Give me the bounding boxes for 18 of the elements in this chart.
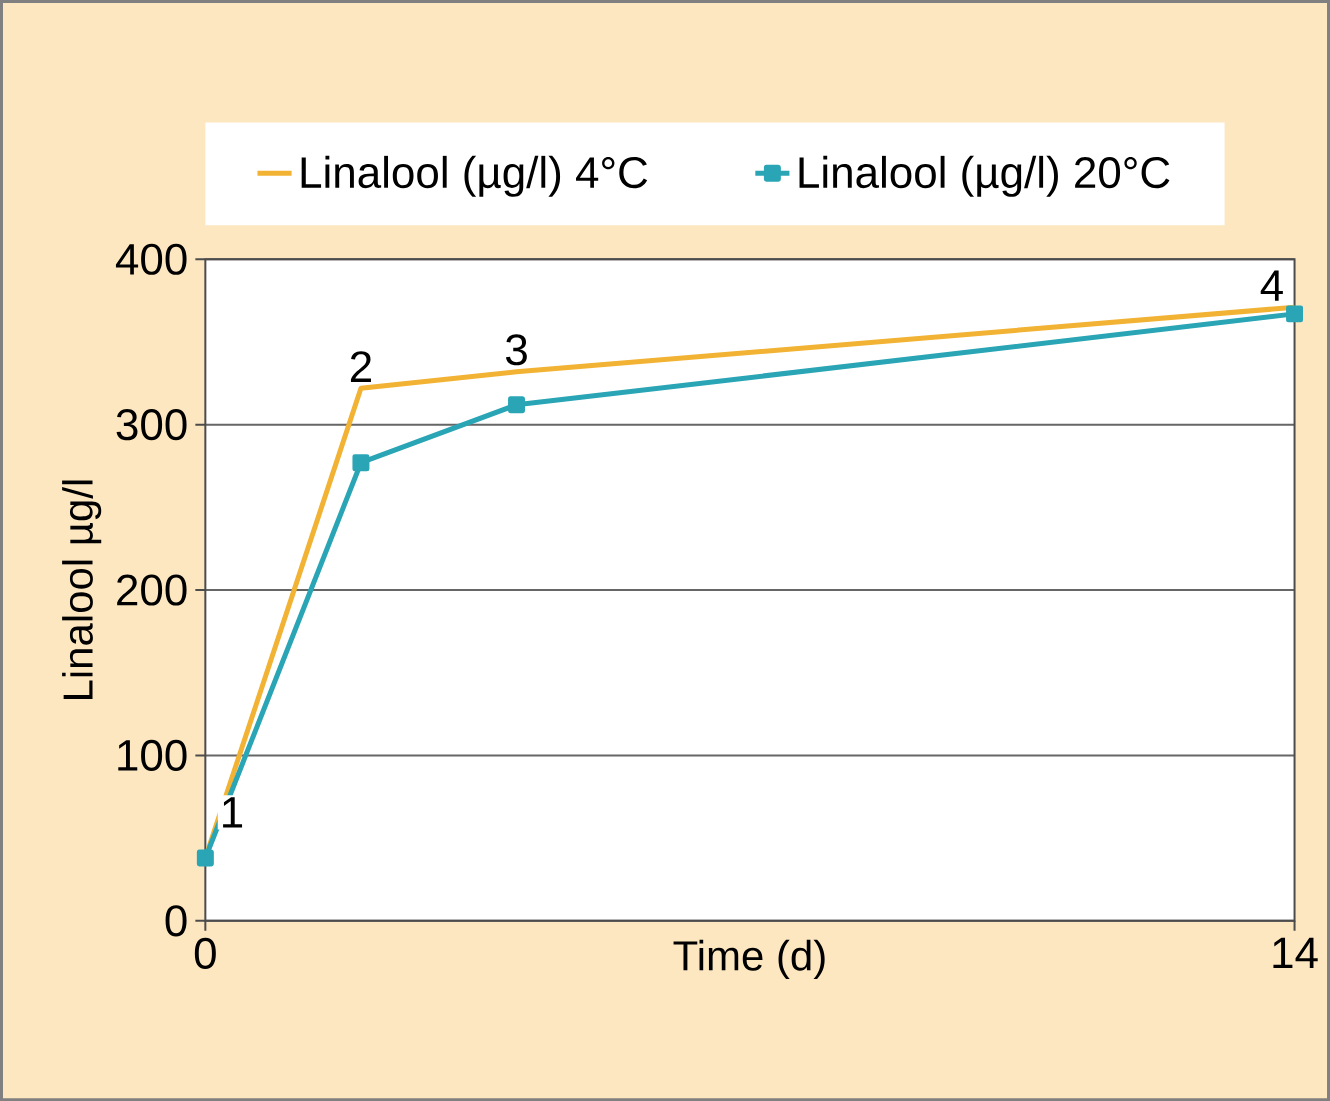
annotation: 3	[505, 334, 527, 366]
y-axis-title: Linalool µg/l	[62, 480, 102, 699]
point	[352, 454, 370, 472]
annotation: 4	[1260, 270, 1283, 301]
point	[1286, 305, 1304, 323]
annotation: 2	[350, 351, 371, 382]
legend-label: Linalool (µg/l) 4°C	[301, 155, 648, 197]
y-tick-label: 200	[117, 574, 187, 606]
legend-label: Linalool (µg/l) 20°C	[799, 155, 1170, 197]
x-tick-label: 14	[1273, 937, 1318, 969]
y-tick-label: 300	[116, 409, 187, 441]
point	[196, 849, 214, 867]
y-tick-label: 400	[115, 243, 187, 275]
x-axis-title: Time (d)	[673, 939, 825, 979]
y-tick-label: 0	[165, 905, 187, 937]
y-tick-label: 100	[118, 739, 187, 771]
annotation: 1	[223, 797, 243, 828]
point	[508, 396, 526, 414]
